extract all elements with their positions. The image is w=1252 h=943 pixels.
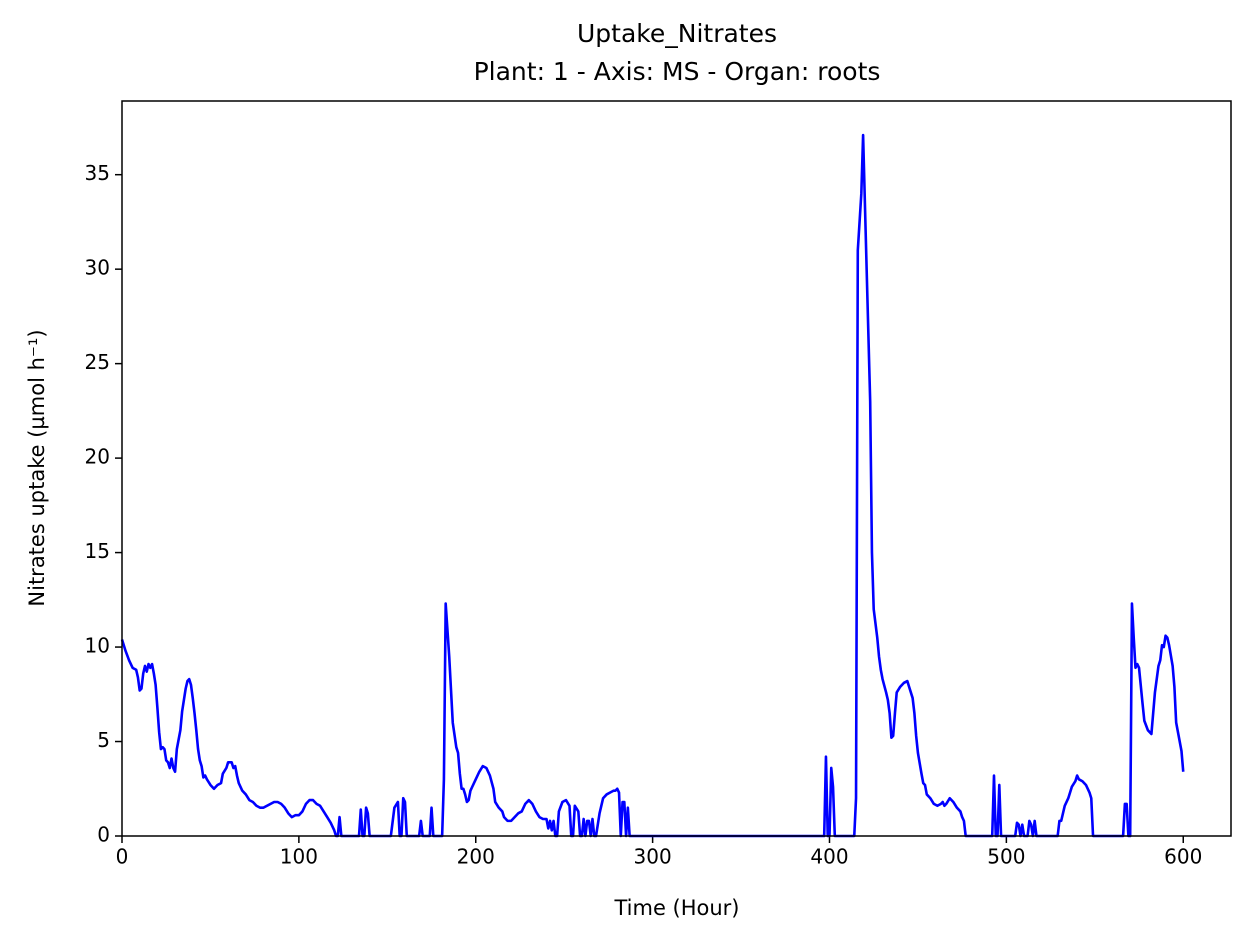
y-axis-label: Nitrates uptake (µmol h⁻¹): [25, 329, 49, 606]
x-tick-label: 0: [116, 845, 129, 869]
x-axis-label: Time (Hour): [613, 896, 739, 920]
plot-frame: [121, 100, 1232, 837]
x-tick-label: 600: [1164, 845, 1202, 869]
y-tick-label: 15: [85, 539, 110, 563]
chart-title: Uptake_Nitrates: [577, 19, 777, 48]
x-tick-label: 400: [810, 845, 848, 869]
y-tick-label: 35: [85, 161, 110, 185]
x-tick-label: 500: [987, 845, 1025, 869]
y-tick-label: 30: [85, 256, 110, 280]
y-tick-label: 5: [97, 728, 110, 752]
x-tick-label: 100: [280, 845, 318, 869]
y-tick-label: 25: [85, 350, 110, 374]
data-line: [120, 133, 1185, 838]
x-tick-label: 200: [457, 845, 495, 869]
y-tick-label: 20: [85, 445, 110, 469]
y-tick-label: 10: [85, 634, 110, 658]
y-tick-label: 0: [97, 823, 110, 847]
chart-subtitle: Plant: 1 - Axis: MS - Organ: roots: [474, 57, 881, 86]
x-tick-label: 300: [634, 845, 672, 869]
